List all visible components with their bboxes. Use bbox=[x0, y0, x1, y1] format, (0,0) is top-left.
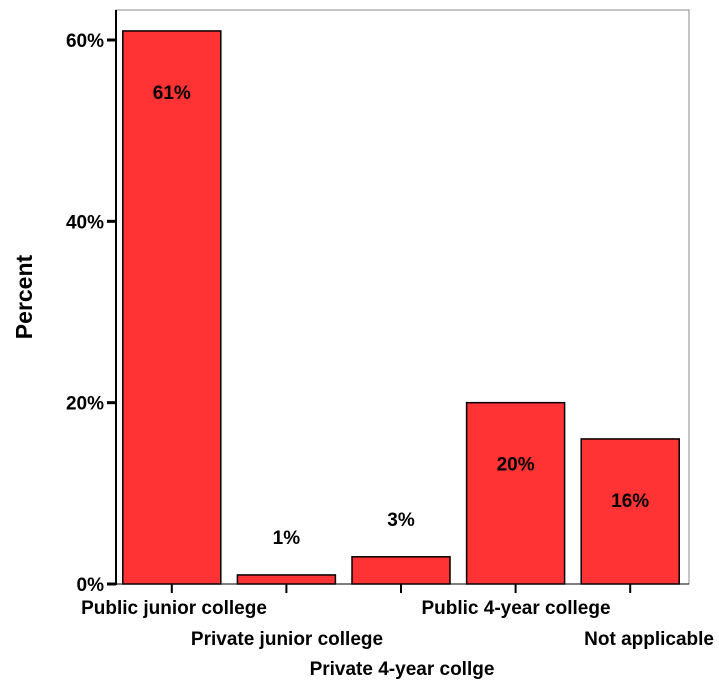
category-label-3: Public 4-year college bbox=[421, 598, 610, 619]
category-label-0: Public junior college bbox=[81, 598, 267, 619]
bar-3 bbox=[465, 401, 566, 585]
data-label-4: 16% bbox=[611, 491, 649, 512]
category-label-1: Private junior college bbox=[191, 629, 383, 650]
y-ticks-group: 0% 20% 40% 60% bbox=[66, 31, 116, 596]
bar-2 bbox=[351, 556, 451, 585]
category-label-4: Not applicable bbox=[584, 629, 714, 650]
bars-group bbox=[122, 30, 680, 585]
data-label-2: 3% bbox=[387, 510, 415, 531]
data-label-3: 20% bbox=[497, 455, 535, 476]
y-tick-label-1: 20% bbox=[66, 394, 104, 415]
category-label-2: Private 4-year collge bbox=[310, 659, 495, 680]
category-labels-group: Public junior college Private junior coll… bbox=[81, 598, 714, 680]
bar-1 bbox=[236, 574, 337, 585]
data-label-0: 61% bbox=[153, 83, 191, 104]
y-tick-label-2: 40% bbox=[66, 212, 104, 233]
y-axis-title: Percent bbox=[11, 254, 37, 339]
y-tick-label-3: 60% bbox=[66, 31, 104, 52]
data-label-1: 1% bbox=[273, 528, 301, 549]
y-tick-label-0: 0% bbox=[77, 575, 105, 596]
data-labels-group: 61% 1% 3% 20% 16% bbox=[153, 83, 650, 549]
x-ticks-group bbox=[170, 584, 632, 593]
bar-0 bbox=[122, 30, 222, 585]
